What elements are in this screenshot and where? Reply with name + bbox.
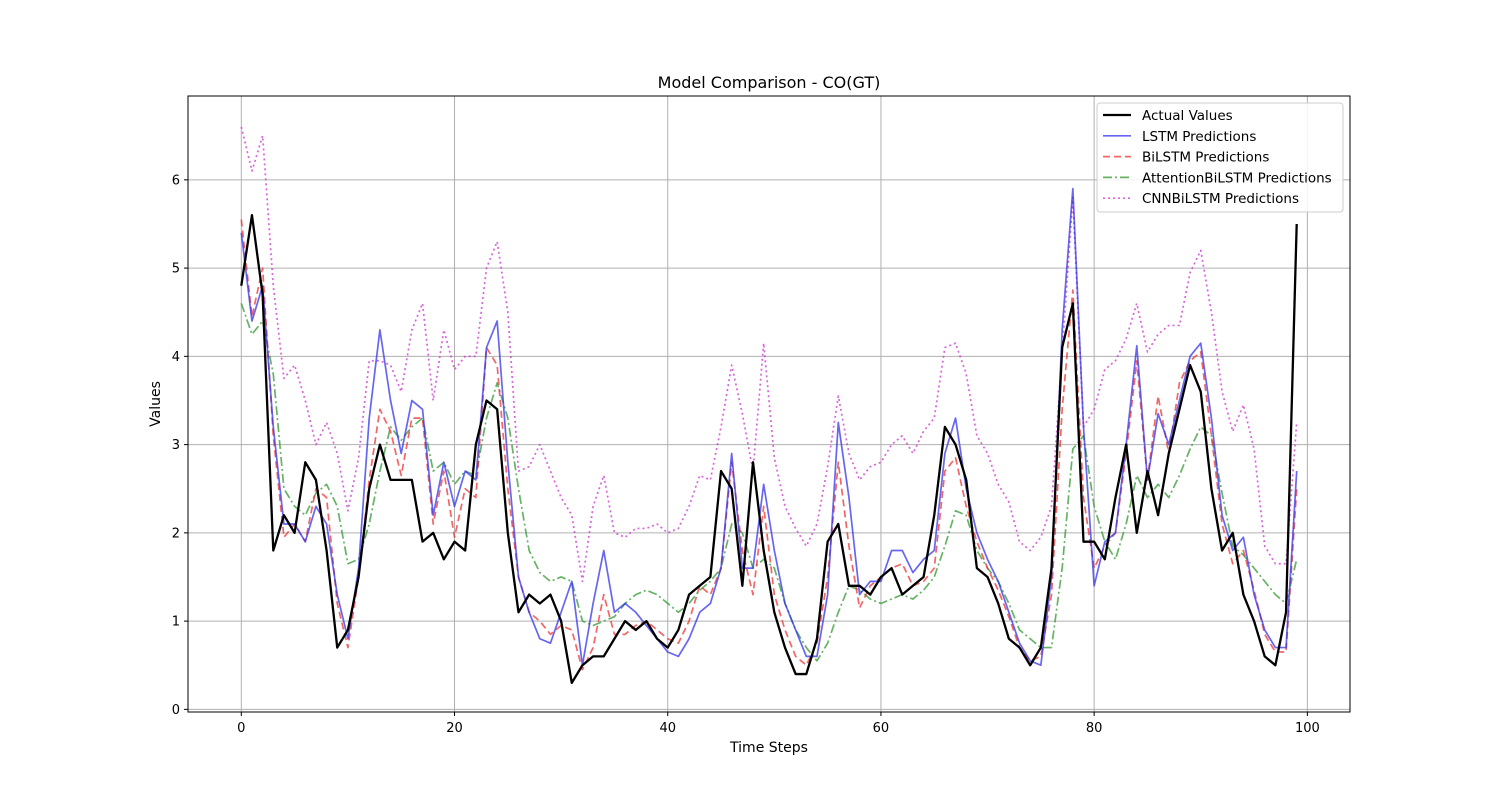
- x-tick-label: 20: [446, 721, 463, 736]
- x-tick-label: 0: [237, 721, 245, 736]
- y-tick-label: 6: [172, 173, 180, 188]
- x-tick-label: 60: [873, 721, 890, 736]
- y-tick-label: 0: [172, 703, 180, 718]
- y-tick-label: 3: [172, 438, 180, 453]
- x-tick-label: 100: [1295, 721, 1320, 736]
- legend-label: LSTM Predictions: [1142, 129, 1256, 145]
- legend-label: AttentionBiLSTM Predictions: [1142, 170, 1332, 186]
- legend-label: CNNBiLSTM Predictions: [1142, 191, 1299, 207]
- y-tick-label: 4: [172, 350, 180, 365]
- chart-title: Model Comparison - CO(GT): [658, 73, 881, 92]
- legend: Actual Values LSTM Predictions BiLSTM Pred…: [1097, 103, 1343, 212]
- y-tick-label: 1: [172, 615, 180, 630]
- x-tick-label: 80: [1086, 721, 1103, 736]
- x-tick-label: 40: [659, 721, 676, 736]
- y-axis-label: Values: [148, 381, 164, 427]
- x-axis-label: Time Steps: [729, 740, 808, 756]
- legend-label: Actual Values: [1142, 108, 1233, 124]
- y-tick-label: 5: [172, 262, 180, 277]
- y-tick-label: 2: [172, 526, 180, 541]
- legend-label: BiLSTM Predictions: [1142, 150, 1269, 166]
